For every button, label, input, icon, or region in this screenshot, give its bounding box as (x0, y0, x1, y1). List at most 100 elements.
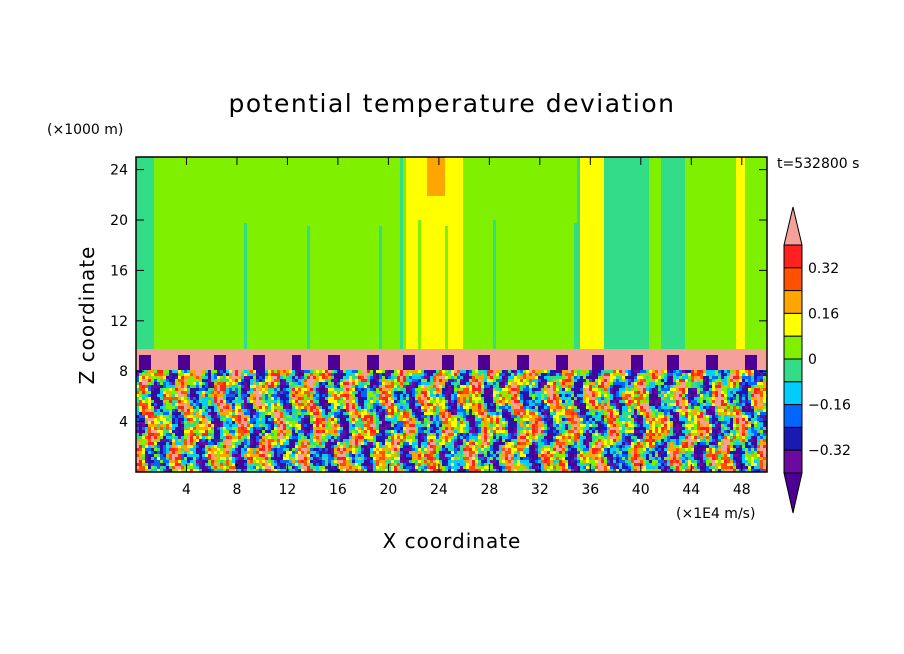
field-cell (532, 223, 536, 227)
field-cell (151, 193, 155, 197)
field-cell (295, 172, 299, 176)
field-cell (349, 205, 353, 209)
field-cell (448, 169, 452, 173)
field-cell (214, 184, 218, 188)
field-cell (487, 169, 491, 173)
field-cell (199, 205, 203, 209)
field-cell (340, 163, 344, 167)
field-cell (139, 166, 143, 170)
field-cell (574, 217, 578, 221)
field-cell (685, 202, 689, 206)
field-cell (214, 214, 218, 218)
field-cell (340, 196, 344, 200)
field-cell (727, 217, 731, 221)
field-cell (712, 214, 716, 218)
field-cell (415, 223, 419, 227)
field-cell (562, 166, 566, 170)
field-cell (259, 187, 263, 191)
field-cell (649, 220, 653, 224)
field-cell (475, 202, 479, 206)
field-cell (676, 202, 680, 206)
field-cell (730, 166, 734, 170)
field-cell (625, 199, 629, 203)
field-cell (331, 193, 335, 197)
field-cell (583, 217, 587, 221)
field-cell (541, 211, 545, 215)
field-cell (277, 184, 281, 188)
field-cell (241, 181, 245, 185)
field-cell (427, 175, 431, 179)
field-cell (187, 190, 191, 194)
field-cell (172, 208, 176, 212)
field-cell (319, 175, 323, 179)
field-cell (460, 217, 464, 221)
field-cell (745, 193, 749, 197)
field-cell (592, 208, 596, 212)
field-cell (514, 169, 518, 173)
field-cell (565, 175, 569, 179)
field-cell (685, 172, 689, 176)
field-cell (334, 172, 338, 176)
field-cell (670, 196, 674, 200)
field-cell (241, 175, 245, 179)
field-cell (493, 163, 497, 167)
field-cell (364, 175, 368, 179)
field-cell (301, 193, 305, 197)
field-cell (223, 211, 227, 215)
field-cell (427, 202, 431, 206)
field-cell (637, 184, 641, 188)
field-cell (181, 220, 185, 224)
field-cell (139, 214, 143, 218)
field-cell (391, 211, 395, 215)
field-cell (433, 169, 437, 173)
field-cell (676, 181, 680, 185)
field-cell (307, 202, 311, 206)
field-cell (163, 211, 167, 215)
field-cell (640, 196, 644, 200)
field-cell (550, 175, 554, 179)
field-cell (385, 199, 389, 203)
field-cell (439, 196, 443, 200)
field-cell (739, 175, 743, 179)
field-cell (319, 223, 323, 227)
field-cell (262, 187, 266, 191)
field-cell (223, 166, 227, 170)
field-cell (298, 202, 302, 206)
field-cell (532, 187, 536, 191)
field-cell (496, 178, 500, 182)
field-cell (751, 211, 755, 215)
field-cell (190, 205, 194, 209)
field-cell (541, 160, 545, 164)
field-cell (151, 160, 155, 164)
field-cell (376, 181, 380, 185)
field-cell (337, 175, 341, 179)
field-cell (700, 196, 704, 200)
field-cell (439, 193, 443, 197)
field-cell (607, 169, 611, 173)
field-cell (208, 190, 212, 194)
field-cell (748, 166, 752, 170)
field-cell (400, 187, 404, 191)
field-cell (652, 196, 656, 200)
field-cell (304, 217, 308, 221)
field-cell (472, 226, 476, 230)
field-cell (634, 184, 638, 188)
field-cell (244, 193, 248, 197)
field-cell (523, 181, 527, 185)
field-cell (514, 226, 518, 230)
field-cell (172, 172, 176, 176)
field-cell (373, 184, 377, 188)
field-cell (250, 226, 254, 230)
field-cell (514, 175, 518, 179)
field-cell (397, 190, 401, 194)
field-cell (166, 184, 170, 188)
field-cell (181, 211, 185, 215)
field-cell (649, 190, 653, 194)
field-cell (229, 202, 233, 206)
field-cell (334, 193, 338, 197)
field-cell (445, 187, 449, 191)
field-cell (418, 172, 422, 176)
field-cell (595, 187, 599, 191)
field-cell (373, 187, 377, 191)
field-cell (604, 205, 608, 209)
